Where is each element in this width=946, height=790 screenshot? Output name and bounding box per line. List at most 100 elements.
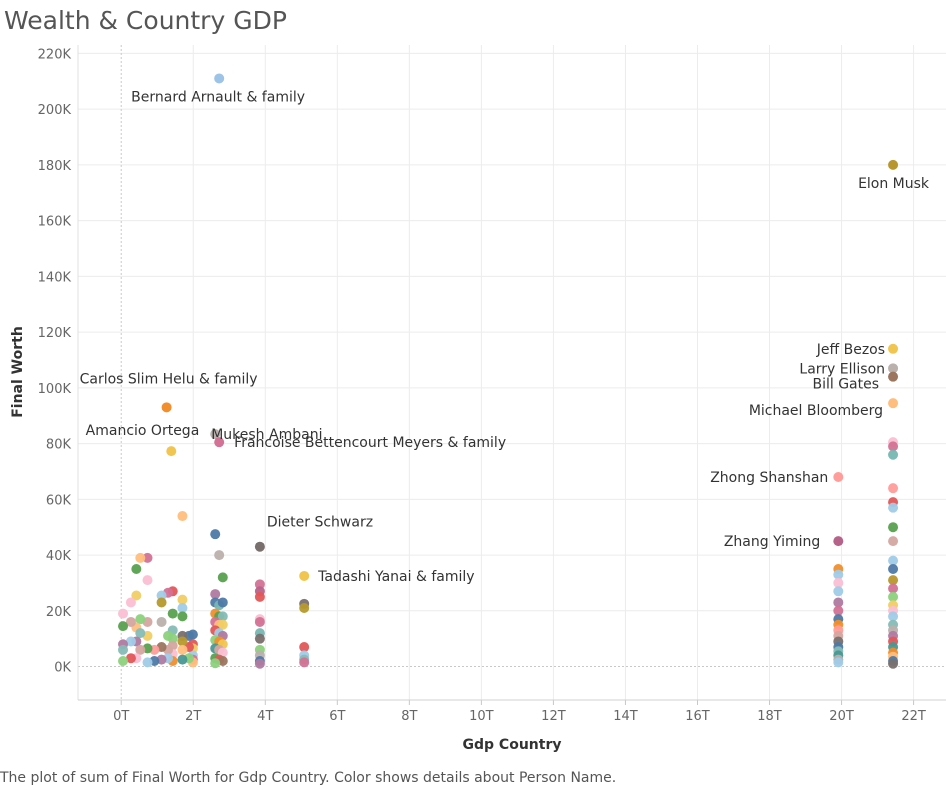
data-point[interactable] — [125, 597, 136, 608]
x-axis-label: Gdp Country — [463, 737, 562, 753]
y-tick-label: 20K — [46, 605, 72, 620]
data-point-labeled[interactable] — [888, 159, 899, 170]
data-point[interactable] — [131, 564, 142, 574]
data-point[interactable] — [888, 449, 899, 460]
data-point[interactable] — [163, 630, 174, 641]
x-tick-label: 8T — [401, 709, 417, 724]
data-point-labeled[interactable] — [166, 446, 177, 457]
data-point[interactable] — [214, 550, 225, 561]
data-point[interactable] — [888, 522, 899, 533]
data-point[interactable] — [299, 642, 310, 653]
data-point[interactable] — [888, 591, 899, 602]
x-tick-label: 0T — [113, 709, 129, 724]
x-tick-label: 6T — [329, 709, 345, 724]
data-point[interactable] — [888, 536, 899, 547]
data-point[interactable] — [833, 657, 844, 668]
point-label: Bernard Arnault & family — [131, 89, 305, 105]
data-point[interactable] — [833, 605, 844, 616]
y-tick-label: 100K — [38, 382, 72, 397]
data-point[interactable] — [177, 511, 188, 522]
data-point[interactable] — [888, 555, 899, 566]
data-point[interactable] — [156, 590, 167, 601]
data-point[interactable] — [177, 644, 188, 655]
data-point-labeled[interactable] — [214, 73, 225, 84]
data-point-labeled[interactable] — [833, 472, 844, 483]
data-point-labeled[interactable] — [214, 437, 225, 448]
x-tick-label: 10T — [469, 709, 494, 724]
data-point-labeled[interactable] — [888, 398, 899, 409]
data-point-labeled[interactable] — [254, 541, 265, 552]
data-point[interactable] — [210, 589, 221, 600]
y-tick-label: 200K — [38, 103, 72, 118]
data-point-labeled[interactable] — [833, 536, 844, 547]
data-point[interactable] — [118, 644, 129, 655]
axes: 0K 20K 40K 60K 80K 100K 120K 140K 160K 180K 200K 22… — [38, 45, 946, 724]
data-point[interactable] — [167, 608, 178, 619]
data-point[interactable] — [177, 654, 188, 665]
data-point[interactable] — [254, 658, 265, 669]
data-point[interactable] — [254, 591, 265, 602]
data-point[interactable] — [888, 575, 899, 586]
point-label: Mukesh Ambani — [211, 427, 322, 443]
y-tick-label: 160K — [38, 215, 72, 230]
data-point-labeled[interactable] — [888, 371, 899, 382]
data-point[interactable] — [135, 614, 146, 625]
data-points — [118, 73, 899, 669]
data-point[interactable] — [254, 633, 265, 644]
data-point[interactable] — [125, 653, 136, 664]
x-tick-label: 20T — [829, 709, 854, 724]
data-point[interactable] — [254, 579, 265, 590]
data-point[interactable] — [156, 616, 167, 627]
data-point[interactable] — [888, 564, 899, 574]
data-point[interactable] — [177, 603, 188, 614]
data-point[interactable] — [833, 569, 844, 580]
data-point[interactable] — [888, 441, 899, 452]
data-point[interactable] — [118, 608, 129, 619]
data-point[interactable] — [125, 616, 136, 627]
data-point[interactable] — [142, 552, 153, 563]
point-label: Tadashi Yanai & family — [317, 569, 474, 585]
point-label: Francoise Bettencourt Meyers & family — [234, 435, 506, 451]
data-point[interactable] — [118, 621, 129, 632]
data-point[interactable] — [131, 590, 142, 601]
data-point[interactable] — [135, 628, 146, 639]
data-point[interactable] — [142, 575, 153, 586]
data-point[interactable] — [217, 572, 228, 583]
data-point[interactable] — [254, 616, 265, 627]
data-point-labeled[interactable] — [888, 363, 899, 374]
y-tick-label: 60K — [46, 493, 72, 508]
data-point[interactable] — [217, 597, 228, 608]
y-tick-label: 140K — [38, 270, 72, 285]
data-point[interactable] — [888, 483, 899, 494]
data-point[interactable] — [888, 658, 899, 669]
point-label: Zhong Shanshan — [710, 470, 828, 486]
data-point[interactable] — [299, 603, 310, 614]
data-point[interactable] — [299, 657, 310, 668]
data-point[interactable] — [217, 619, 228, 630]
data-point-labeled[interactable] — [299, 570, 310, 581]
data-point[interactable] — [156, 597, 167, 608]
data-point[interactable] — [210, 658, 221, 669]
data-point[interactable] — [888, 611, 899, 622]
data-point[interactable] — [833, 597, 844, 608]
data-point[interactable] — [177, 636, 188, 647]
data-point[interactable] — [135, 552, 146, 563]
data-point[interactable] — [135, 644, 146, 655]
x-tick-label: 12T — [541, 709, 566, 724]
data-point[interactable] — [210, 529, 221, 540]
data-point-labeled[interactable] — [210, 429, 221, 440]
data-point[interactable] — [217, 611, 228, 622]
data-point[interactable] — [888, 583, 899, 594]
data-point[interactable] — [142, 657, 153, 668]
data-point[interactable] — [833, 586, 844, 597]
data-point[interactable] — [118, 655, 129, 666]
data-point[interactable] — [217, 655, 228, 666]
data-point[interactable] — [125, 636, 136, 647]
data-point[interactable] — [888, 502, 899, 513]
data-point-labeled[interactable] — [161, 402, 172, 413]
data-point[interactable] — [177, 594, 188, 605]
data-point[interactable] — [833, 577, 844, 588]
data-point[interactable] — [177, 611, 188, 622]
data-point-labeled[interactable] — [888, 343, 899, 354]
